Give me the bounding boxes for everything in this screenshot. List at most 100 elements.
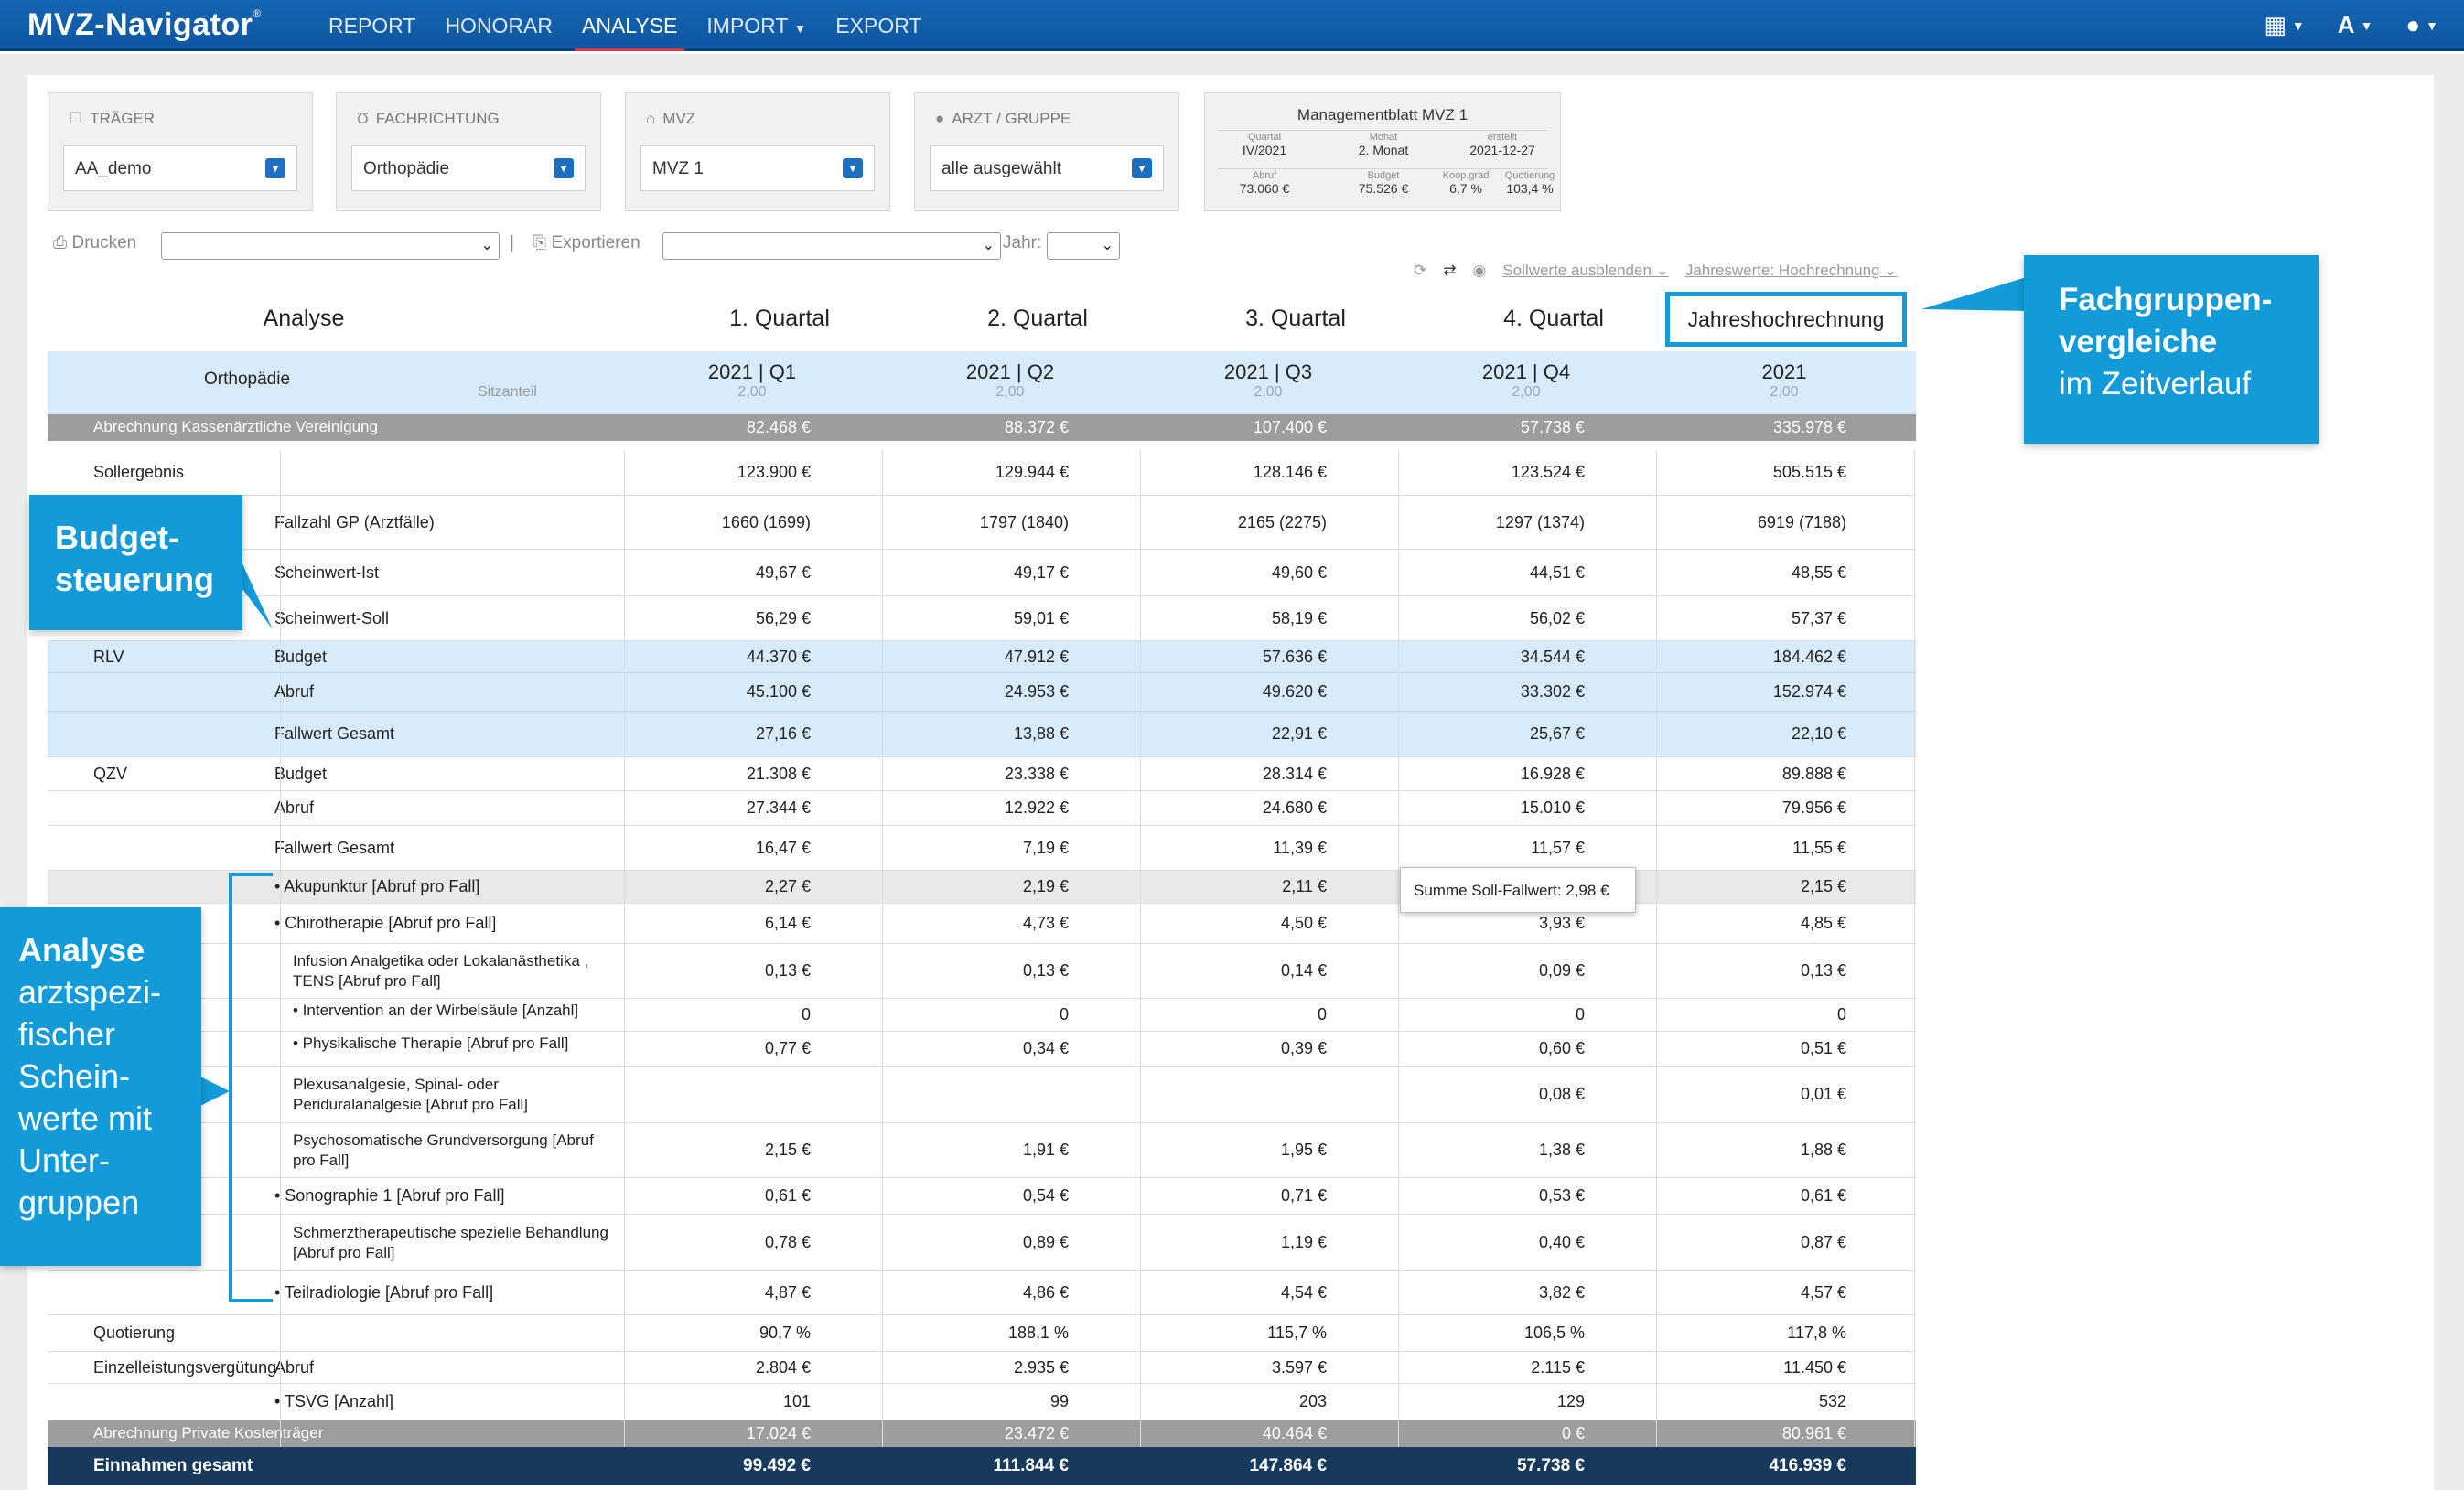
app-logo[interactable]: MVZ-Navigator® (27, 7, 262, 42)
table-cell: 0,78 € (764, 1233, 811, 1251)
print-icon: ⎙ (53, 233, 68, 252)
table-cell: 3.597 € (1271, 1358, 1327, 1377)
period-q2: 2021 | Q2 2,00 (965, 360, 1055, 400)
management-summary[interactable]: Managementblatt MVZ 1 Quartal IV/2021 Mon… (1204, 92, 1561, 211)
table-cell: 0,54 € (1022, 1186, 1069, 1205)
exportieren-select[interactable]: ⌄ (662, 232, 1001, 260)
table-row: Fallwert Gesamt 16,47 € 7,19 € 11,39 € 11,57… (48, 826, 1916, 871)
nav-import[interactable]: IMPORT ▼ (706, 14, 807, 38)
table-row: QZV Budget 21.308 € 23.338 € 28.314 € 16.928 … (48, 757, 1916, 791)
row-sublabel: Abruf (274, 682, 315, 701)
row-sublabel: • Intervention an der Wirbelsäule [Anzah… (293, 1002, 579, 1019)
table-cell: 0 (1059, 1005, 1069, 1024)
header-q1[interactable]: 1. Quartal (729, 306, 830, 331)
table-row: • Teilradiologie [Abruf pro Fall] 4,87 € 4… (48, 1271, 1916, 1315)
table-cell: 58,19 € (1271, 609, 1327, 627)
table-cell: 2,19 € (1022, 877, 1069, 895)
table-row: Scheinwert-Ist 49,67 € 49,17 € 49,60 € 44,51… (48, 550, 1916, 596)
row-sublabel: • Physikalische Therapie [Abruf pro Fall… (293, 1034, 569, 1052)
nav-report[interactable]: REPORT (328, 14, 416, 38)
table-cell: 147.864 € (1249, 1456, 1327, 1475)
table-cell: 12.922 € (1004, 799, 1069, 817)
drucken-label: ⎙ Drucken (53, 233, 137, 252)
table-cell: 24.953 € (1004, 682, 1069, 701)
table-row: • Sonographie 1 [Abruf pro Fall] 0,61 € 0,… (48, 1178, 1916, 1215)
table-row: Abruf 27.344 € 12.922 € 24.680 € 15.010 € 79.… (48, 791, 1916, 826)
table-row: • Intervention an der Wirbelsäule [Anzah… (48, 999, 1916, 1032)
table-cell: 4,87 € (764, 1283, 811, 1302)
fach-label: Orthopädie (204, 370, 291, 389)
table-cell: 4,54 € (1280, 1283, 1327, 1302)
table-cell: 49,60 € (1271, 563, 1327, 582)
table-cell: 203 (1298, 1392, 1327, 1410)
grid-icon[interactable]: ▦ ▼ (2264, 11, 2305, 38)
table-cell: 152.974 € (1772, 682, 1846, 701)
row-sublabel: Scheinwert-Soll (274, 609, 390, 627)
table-row: • TSVG [Anzahl] 101 99 203 129 532 (48, 1384, 1916, 1420)
table-cell: 0,53 € (1538, 1186, 1585, 1205)
filter-mvz: ⌂ MVZ MVZ 1 ▼ (625, 92, 890, 211)
table-cell: 129 (1556, 1392, 1585, 1410)
table-cell: 56,02 € (1529, 609, 1585, 627)
swap-icon[interactable]: ⇄ (1443, 262, 1457, 279)
jahreswerte-toggle[interactable]: Jahreswerte: Hochrechnung ⌄ (1684, 262, 1898, 279)
font-size-icon[interactable]: A ▼ (2337, 11, 2373, 38)
table-cell: 0,87 € (1800, 1233, 1846, 1251)
table-cell: 123.900 € (737, 463, 811, 481)
exportieren-label: ⎘ Exportieren (533, 233, 640, 252)
table-cell: 44,51 € (1529, 563, 1585, 582)
table-row: • Chirotherapie [Abruf pro Fall] 6,14 € 4,… (48, 904, 1916, 944)
table-row: Abrechnung Kassenärztliche Vereinigung 82… (48, 414, 1916, 441)
table-cell: 532 (1818, 1392, 1846, 1410)
mvz-select[interactable]: MVZ 1 ▼ (640, 145, 875, 191)
table-cell: 44.370 € (746, 648, 811, 666)
arzt-select[interactable]: alle ausgewählt ▼ (930, 145, 1164, 191)
handshake-icon: ☐ (69, 110, 83, 127)
table-cell: 0,08 € (1538, 1085, 1585, 1103)
table-cell: 27,16 € (755, 724, 811, 743)
header-jahreshochrechnung[interactable]: Jahreshochrechnung (1665, 292, 1907, 347)
traeger-select[interactable]: AA_demo ▼ (63, 145, 297, 191)
eye-icon[interactable]: ◉ (1472, 262, 1487, 279)
table-cell: 0,13 € (764, 961, 811, 980)
fachrichtung-select[interactable]: Orthopädie ▼ (351, 145, 586, 191)
table-cell: 90,7 % (759, 1324, 811, 1342)
table-cell: 2,11 € (1282, 877, 1327, 895)
chevron-down-icon: ▼ (554, 158, 574, 178)
table-cell: 23.338 € (1004, 765, 1069, 783)
row-sublabel: Abruf (274, 1358, 315, 1377)
column-divider (280, 450, 281, 1447)
table-cell: 22,91 € (1271, 724, 1327, 743)
row-sublabel: • Chirotherapie [Abruf pro Fall] (274, 914, 497, 932)
main-nav: REPORT HONORAR ANALYSE IMPORT ▼ EXPORT (314, 13, 936, 51)
table-cell: 11.450 € (1783, 1358, 1846, 1377)
callout-analyse: Analyse arztspezi-fischer Schein-werte m… (0, 907, 201, 1266)
table-cell: 184.462 € (1772, 648, 1846, 666)
nav-analyse[interactable]: ANALYSE (567, 13, 692, 51)
table-cell: 7,19 € (1022, 839, 1069, 857)
header-q2[interactable]: 2. Quartal (987, 306, 1088, 331)
column-divider (624, 450, 625, 1447)
table-cell: 2.804 € (755, 1358, 811, 1377)
table-cell: 49,67 € (755, 563, 811, 582)
header-q4[interactable]: 4. Quartal (1503, 306, 1604, 331)
drucken-select[interactable]: ⌄ (161, 232, 500, 260)
table-cell: 1,88 € (1800, 1141, 1846, 1159)
user-icon[interactable]: ● ▼ (2405, 11, 2438, 38)
table-cell: 11,57 € (1531, 839, 1585, 857)
subgroup-bracket (229, 873, 273, 1302)
table-cell: 2,15 € (1800, 877, 1846, 895)
table-row: Einnahmen gesamt 99.492 € 111.844 € 147.864… (48, 1447, 1916, 1485)
table-cell: 101 (782, 1392, 811, 1410)
table-cell: 57.636 € (1262, 648, 1327, 666)
nav-export[interactable]: EXPORT (835, 14, 922, 38)
nav-honorar[interactable]: HONORAR (445, 14, 553, 38)
chevron-down-icon: ▼ (843, 158, 863, 178)
jahr-select[interactable]: ⌄ (1047, 232, 1120, 260)
header-q3[interactable]: 3. Quartal (1245, 306, 1346, 331)
sollwerte-toggle[interactable]: Sollwerte ausblenden ⌄ (1502, 262, 1669, 279)
refresh-icon[interactable]: ⟳ (1414, 262, 1427, 279)
table-cell: 3,93 € (1538, 914, 1585, 932)
callout-budgetsteuerung: Budget-steuerung (29, 495, 242, 630)
chevron-down-icon: ▼ (793, 21, 807, 36)
